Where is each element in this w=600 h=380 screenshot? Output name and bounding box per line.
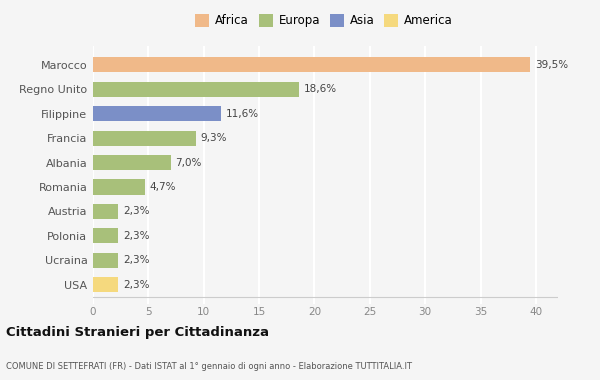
Bar: [93, 131, 196, 146]
Bar: [93, 155, 170, 170]
Bar: [93, 204, 118, 219]
Bar: [93, 277, 118, 292]
Text: 11,6%: 11,6%: [226, 109, 259, 119]
Text: 4,7%: 4,7%: [149, 182, 176, 192]
Text: 2,3%: 2,3%: [123, 280, 149, 290]
Text: 18,6%: 18,6%: [304, 84, 337, 94]
Legend: Africa, Europa, Asia, America: Africa, Europa, Asia, America: [191, 10, 457, 32]
Text: 2,3%: 2,3%: [123, 206, 149, 217]
Text: 9,3%: 9,3%: [200, 133, 227, 143]
Bar: [93, 82, 299, 97]
Bar: [93, 228, 118, 244]
Text: Cittadini Stranieri per Cittadinanza: Cittadini Stranieri per Cittadinanza: [6, 326, 269, 339]
Text: 2,3%: 2,3%: [123, 231, 149, 241]
Text: 7,0%: 7,0%: [175, 158, 202, 168]
Bar: [93, 253, 118, 268]
Text: COMUNE DI SETTEFRATI (FR) - Dati ISTAT al 1° gennaio di ogni anno - Elaborazione: COMUNE DI SETTEFRATI (FR) - Dati ISTAT a…: [6, 362, 412, 370]
Text: 39,5%: 39,5%: [535, 60, 568, 70]
Bar: [93, 179, 145, 195]
Bar: [93, 57, 530, 73]
Text: 2,3%: 2,3%: [123, 255, 149, 265]
Bar: [93, 106, 221, 121]
